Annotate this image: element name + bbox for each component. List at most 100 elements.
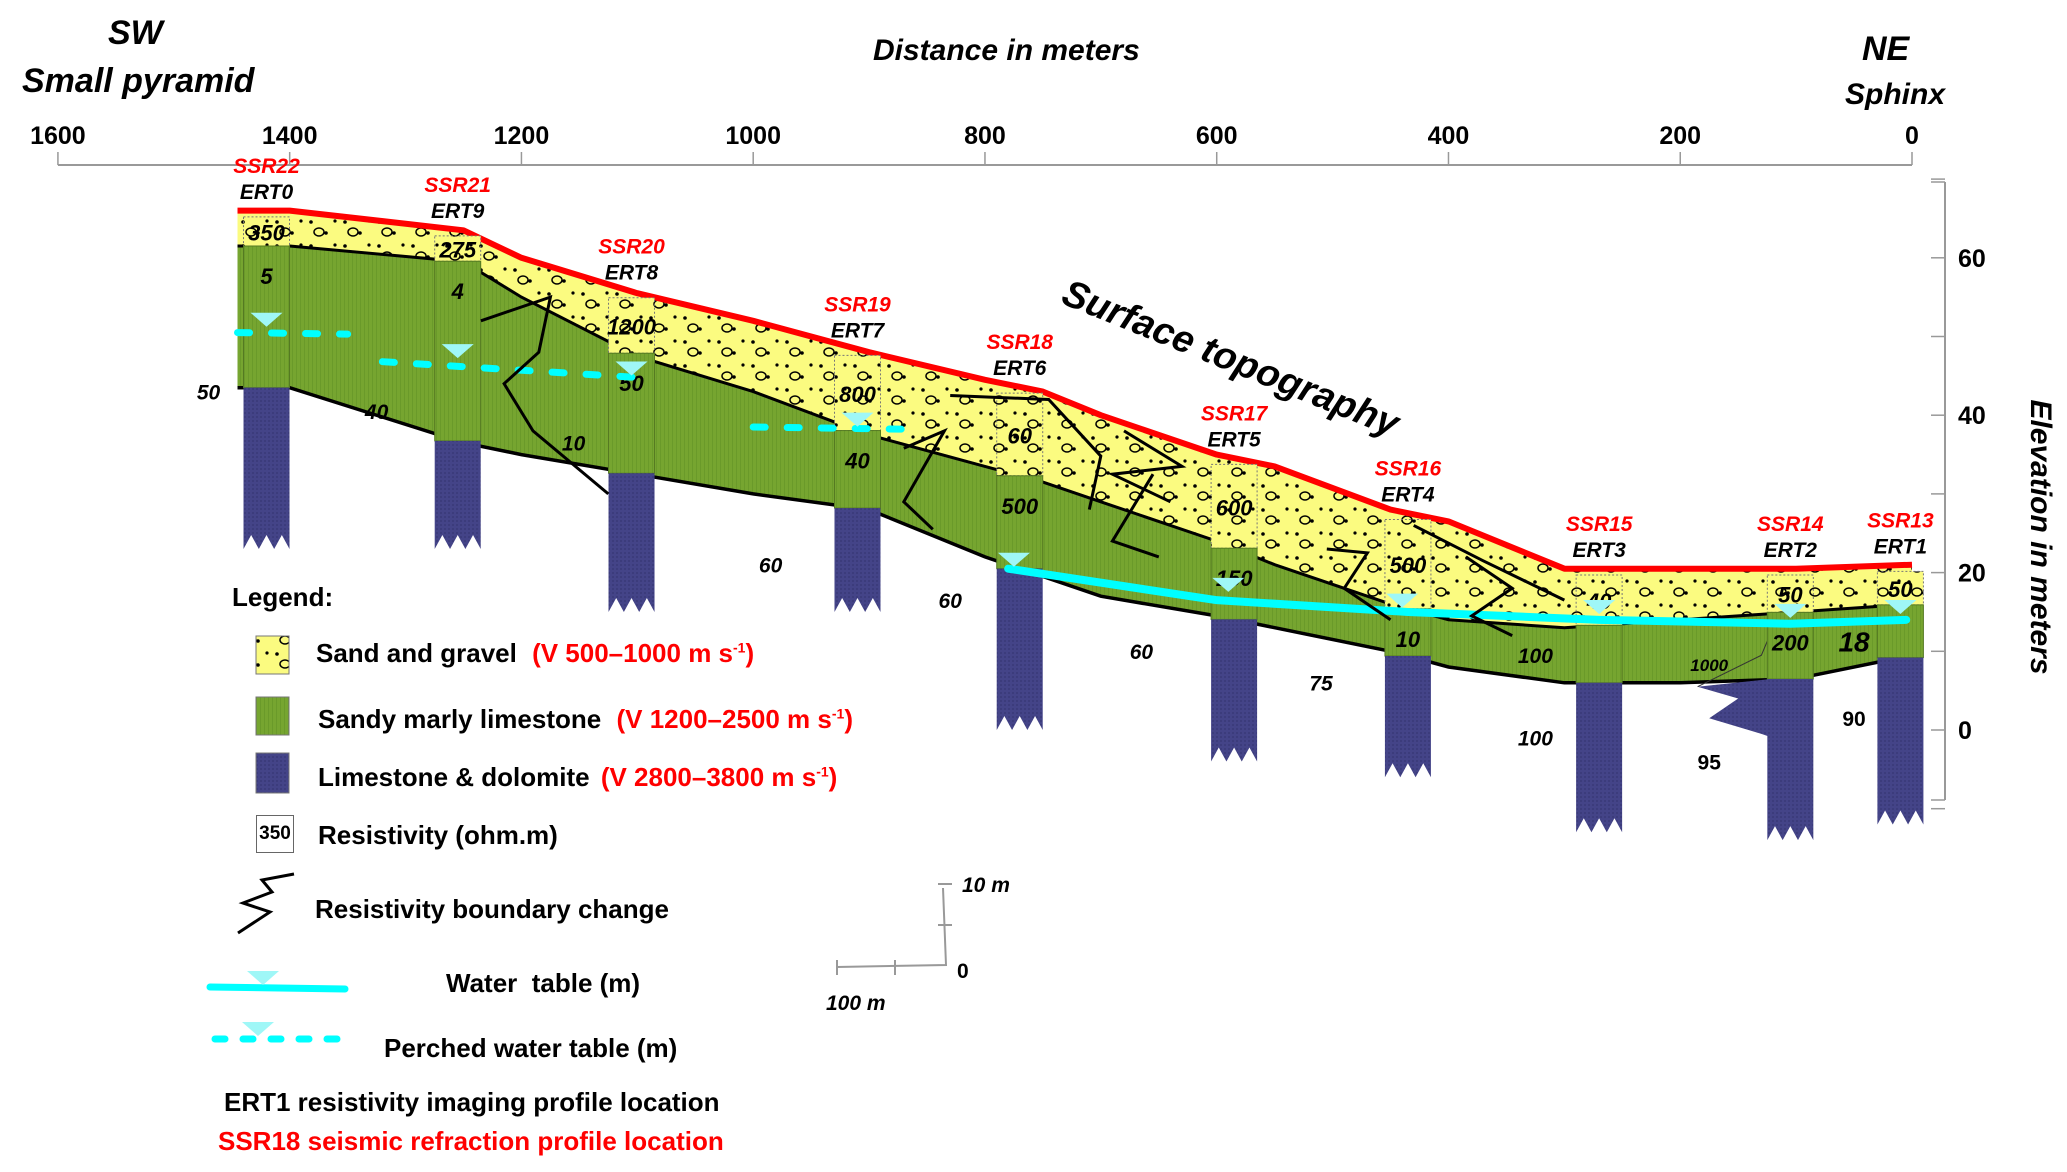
resistivity-value: 100 [1518, 728, 1553, 751]
sand-resistivity-value: 275 [438, 238, 476, 263]
ne-direction-label: NE [1862, 30, 1910, 68]
ssr-profile-label: SSR17 [1201, 402, 1269, 425]
ssr-profile-label: SSR14 [1757, 513, 1824, 536]
sand-resistivity-value: 60 [1007, 423, 1032, 448]
legend-resistivity-box: 350 [256, 815, 294, 853]
resistivity-boundary-zigzag [1413, 524, 1566, 602]
water-level-marker [441, 344, 474, 359]
x-tick-label: 0 [1905, 122, 1919, 150]
ssr-profile-label: SSR13 [1867, 509, 1934, 532]
ert-profile-label: ERT8 [605, 262, 659, 285]
x-tick-label: 600 [1196, 122, 1238, 150]
x-axis-title: Distance in meters [873, 34, 1140, 67]
legend-marl-text: Sandy marly limestone [318, 704, 602, 734]
ssr-profile-label: SSR19 [824, 293, 891, 316]
sand-resistivity-value: 50 [1778, 583, 1803, 608]
x-tick-label: 800 [964, 122, 1006, 150]
y-tick-label: 40 [1958, 402, 1986, 430]
legend-resistivity-label: Resistivity (ohm.m) [318, 820, 558, 850]
station-limestone-column [1877, 657, 1924, 825]
legend-sand-swatch [255, 635, 290, 675]
legend-sand-label: Sand and gravel (V 500–1000 m s-1) [316, 638, 754, 669]
y-tick-label: 20 [1958, 560, 1986, 588]
resistivity-value: 1000 [1690, 656, 1728, 675]
ert-profile-label: ERT5 [1207, 428, 1261, 451]
sand-resistivity-value: 50 [1888, 577, 1913, 602]
ert-profile-label: ERT9 [431, 200, 485, 223]
legend-marl-velocity: (V 1200–2500 m s-1) [616, 704, 853, 734]
high-resistivity-wedge [1697, 678, 1773, 738]
small-pyramid-label: Small pyramid [22, 62, 255, 100]
resistivity-boundary-zigzag [1326, 547, 1392, 622]
sand-resistivity-value: 800 [839, 382, 876, 407]
perched-water-table-line [749, 423, 919, 433]
station-limestone-column [1211, 619, 1258, 762]
sand-gravel-layer [237, 210, 1912, 628]
ert-profile-label: ERT6 [993, 357, 1047, 380]
marl-resistivity-value: 200 [1771, 630, 1809, 655]
marl-resistivity-value: 10 [1396, 627, 1421, 652]
x-tick-label: 1400 [262, 122, 318, 150]
station-marl-column [1575, 624, 1623, 684]
water-level-marker [1583, 599, 1616, 614]
resistivity-value: 75 [1309, 673, 1333, 696]
ert-profile-label: ERT0 [240, 181, 294, 204]
station-sand-column [1210, 463, 1258, 549]
resistivity-boundary-zigzag [480, 294, 610, 496]
legend-title: Legend: [232, 582, 334, 612]
station-limestone-column [996, 568, 1043, 730]
perched-water-table-line [378, 358, 641, 381]
legend-limestone-swatch [255, 752, 290, 794]
sandy-marly-limestone-layer [237, 246, 1912, 683]
legend-water-table-icon [206, 983, 349, 993]
ert-profile-label: ERT4 [1381, 483, 1435, 506]
ssr-profile-label: SSR22 [233, 155, 300, 178]
x-tick-label: 1200 [494, 122, 550, 150]
station-sand-column [1876, 570, 1924, 606]
marl-resistivity-value: 4 [451, 279, 464, 304]
legend-boundary-icon [237, 872, 295, 935]
ssr-profile-label: SSR20 [598, 236, 665, 259]
resistivity-value: 60 [759, 555, 783, 578]
water-level-marker [1386, 593, 1419, 608]
station-sand-column [996, 392, 1044, 477]
marl-resistivity-value: 500 [1001, 494, 1038, 519]
resistivity-boundary-zigzag [950, 394, 1103, 510]
y-axis-title: Elevation in meters [2024, 399, 2057, 675]
resistivity-value: 10 [562, 433, 586, 456]
legend-water-marker-icon [247, 971, 279, 985]
resistivity-value: 18 [1838, 626, 1870, 657]
surface-topography-line [237, 207, 1913, 572]
x-tick-label: 1600 [30, 122, 86, 150]
ert-profile-label: ERT7 [831, 319, 886, 342]
station-sand-column [434, 235, 482, 262]
ssr-profile-label: SSR21 [424, 174, 491, 197]
legend-marl-label: Sandy marly limestone (V 1200–2500 m s-1… [318, 704, 853, 735]
legend-perched-label: Perched water table (m) [384, 1033, 678, 1063]
water-level-marker [1884, 599, 1917, 614]
x-tick-label: 200 [1659, 122, 1701, 150]
legend-perched-marker-icon [242, 1022, 274, 1036]
scale-horizontal-label: 100 m [826, 992, 886, 1015]
water-table-line [1004, 564, 1911, 628]
resistivity-value: 50 [197, 381, 221, 404]
ert-profile-note: ERT1 resistivity imaging profile locatio… [224, 1087, 720, 1117]
legend-marl-swatch [255, 696, 290, 736]
water-level-marker [1774, 603, 1807, 618]
sw-direction-label: SW [108, 14, 163, 52]
station-limestone-column [834, 508, 881, 612]
station-marl-column [833, 430, 881, 509]
legend-sand-velocity: (V 500–1000 m s-1) [532, 638, 755, 668]
water-level-marker [615, 361, 648, 376]
ssr-profile-note: SSR18 seismic refraction profile locatio… [218, 1126, 724, 1156]
station-limestone-column [608, 473, 655, 612]
station-limestone-column [1384, 656, 1431, 778]
ert-profile-label: ERT3 [1572, 539, 1626, 562]
resistivity-boundary-zigzag [1465, 555, 1515, 637]
legend-boundary-label: Resistivity boundary change [315, 894, 669, 924]
sand-resistivity-value: 500 [1390, 553, 1427, 578]
legend-sand-text: Sand and gravel [316, 638, 517, 668]
y-tick-label: 0 [1958, 717, 1972, 745]
marl-resistivity-value: 5 [260, 264, 273, 289]
